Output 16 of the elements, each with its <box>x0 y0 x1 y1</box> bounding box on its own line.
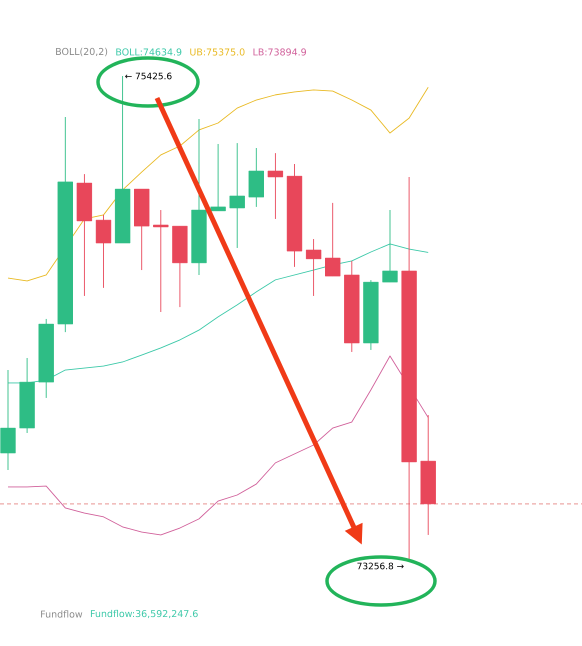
text: LB:73894.9 <box>253 48 306 56</box>
candlestick <box>210 144 226 212</box>
candlestick <box>230 142 245 248</box>
candlestick <box>382 210 398 283</box>
text: 73256.8 → <box>357 562 404 570</box>
annotation: ← 75425.6 <box>125 72 172 80</box>
candlestick <box>306 238 322 296</box>
candlestick <box>268 152 284 220</box>
text: BOLL(20,2) <box>56 48 108 56</box>
text: UB:75375.0 <box>190 48 245 56</box>
candlestick <box>325 202 340 277</box>
text: Fundflow:36,592,247.6 <box>90 610 198 618</box>
text: BOLL:74634.9 <box>116 48 182 56</box>
candlestick <box>153 210 168 312</box>
text: Fundflow <box>41 610 82 618</box>
candlestick <box>96 214 112 288</box>
